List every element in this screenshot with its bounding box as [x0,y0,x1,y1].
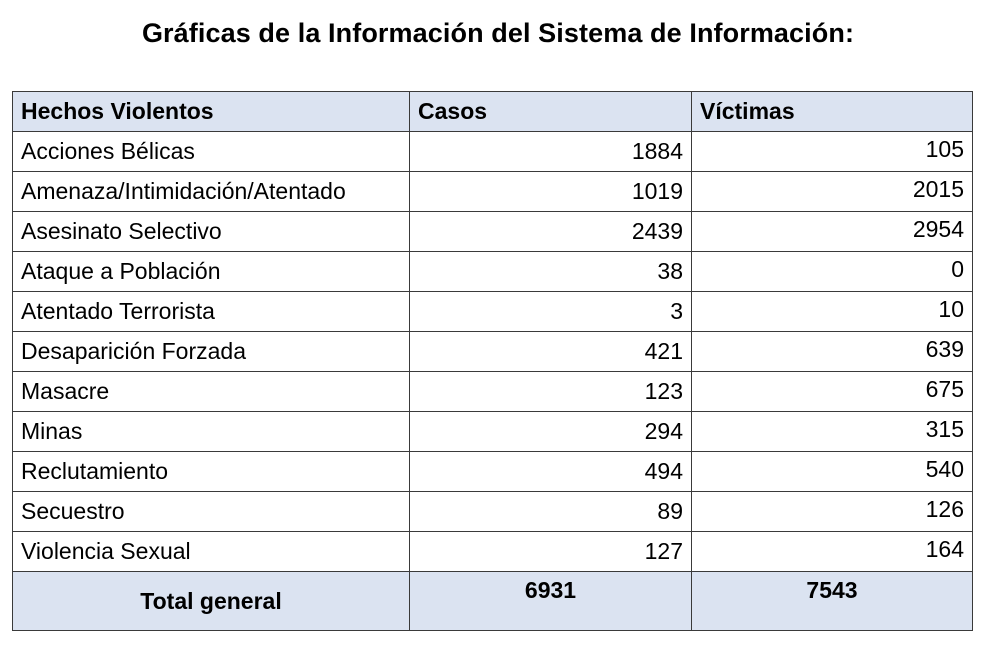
hecho-cell: Violencia Sexual [12,531,410,572]
hecho-cell: Atentado Terrorista [12,291,410,332]
total-victimas: 7543 [691,571,973,631]
table-row: Asesinato Selectivo 2439 2954 [12,211,973,252]
casos-cell: 2439 [409,211,692,252]
violent-events-table: Hechos Violentos Casos Víctimas Acciones… [12,91,973,631]
victimas-cell: 10 [691,291,973,332]
hecho-cell: Acciones Bélicas [12,131,410,172]
column-header-hechos: Hechos Violentos [12,91,410,132]
hecho-cell: Reclutamiento [12,451,410,492]
page-title: Gráficas de la Información del Sistema d… [141,18,855,48]
casos-cell: 123 [409,371,692,412]
total-label: Total general [12,571,410,631]
table-row: Violencia Sexual 127 164 [12,531,973,572]
casos-cell: 89 [409,491,692,532]
victimas-cell: 2954 [691,211,973,252]
table-row: Amenaza/Intimidación/Atentado 1019 2015 [12,171,973,212]
victimas-cell: 0 [691,251,973,292]
hecho-cell: Masacre [12,371,410,412]
victimas-cell: 639 [691,331,973,372]
column-header-victimas: Víctimas [691,91,973,132]
table-row: Secuestro 89 126 [12,491,973,532]
table-row: Atentado Terrorista 3 10 [12,291,973,332]
casos-cell: 294 [409,411,692,452]
casos-cell: 421 [409,331,692,372]
table-row: Desaparición Forzada 421 639 [12,331,973,372]
total-row: Total general 6931 7543 [12,571,973,631]
table-row: Reclutamiento 494 540 [12,451,973,492]
casos-cell: 494 [409,451,692,492]
hecho-cell: Minas [12,411,410,452]
victimas-cell: 164 [691,531,973,572]
casos-cell: 1019 [409,171,692,212]
hecho-cell: Desaparición Forzada [12,331,410,372]
victimas-cell: 126 [691,491,973,532]
victimas-cell: 675 [691,371,973,412]
victimas-cell: 315 [691,411,973,452]
hecho-cell: Asesinato Selectivo [12,211,410,252]
casos-cell: 1884 [409,131,692,172]
table-row: Ataque a Población 38 0 [12,251,973,292]
hecho-cell: Secuestro [12,491,410,532]
casos-cell: 127 [409,531,692,572]
casos-cell: 3 [409,291,692,332]
column-header-casos: Casos [409,91,692,132]
hecho-cell: Ataque a Población [12,251,410,292]
table-row: Minas 294 315 [12,411,973,452]
table-header-row: Hechos Violentos Casos Víctimas [12,91,973,132]
casos-cell: 38 [409,251,692,292]
total-casos: 6931 [409,571,692,631]
hecho-cell: Amenaza/Intimidación/Atentado [12,171,410,212]
victimas-cell: 2015 [691,171,973,212]
victimas-cell: 105 [691,131,973,172]
table-row: Acciones Bélicas 1884 105 [12,131,973,172]
table-row: Masacre 123 675 [12,371,973,412]
victimas-cell: 540 [691,451,973,492]
